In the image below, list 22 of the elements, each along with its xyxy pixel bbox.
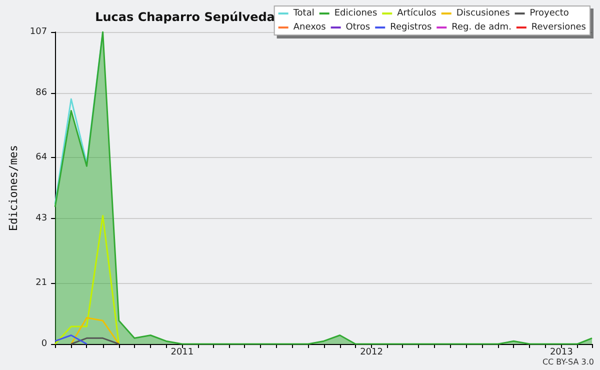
legend-label: Registros bbox=[390, 22, 432, 32]
legend-label: Discusiones bbox=[456, 8, 510, 18]
legend-label: Reversiones bbox=[531, 22, 586, 32]
y-axis-title: Ediciones/mes bbox=[7, 144, 20, 232]
text: CC BY-SA 3.0 bbox=[542, 358, 594, 366]
y-tick-label: 107 bbox=[30, 27, 48, 37]
x-tick-label: 2012 bbox=[360, 348, 383, 358]
y-tick-label: 86 bbox=[36, 88, 48, 98]
y-tick-label: 64 bbox=[36, 152, 48, 162]
legend-label: Reg. de adm. bbox=[452, 22, 512, 32]
x-tick-label: 2011 bbox=[170, 348, 194, 358]
legend-label: Proyecto bbox=[530, 8, 570, 18]
y-tick-label: 43 bbox=[36, 214, 48, 224]
legend-label: Otros bbox=[346, 22, 370, 32]
chart-title: Lucas Chaparro Sepúlveda bbox=[95, 10, 275, 24]
y-tick-label: 21 bbox=[36, 278, 48, 288]
legend-label: Total bbox=[292, 8, 314, 18]
legend-label: Ediciones bbox=[334, 8, 378, 18]
y-tick-label: 0 bbox=[41, 339, 48, 349]
x-tick-label: 2013 bbox=[550, 348, 573, 358]
legend-label: Anexos bbox=[293, 22, 326, 32]
legend-label: Artículos bbox=[397, 8, 437, 18]
